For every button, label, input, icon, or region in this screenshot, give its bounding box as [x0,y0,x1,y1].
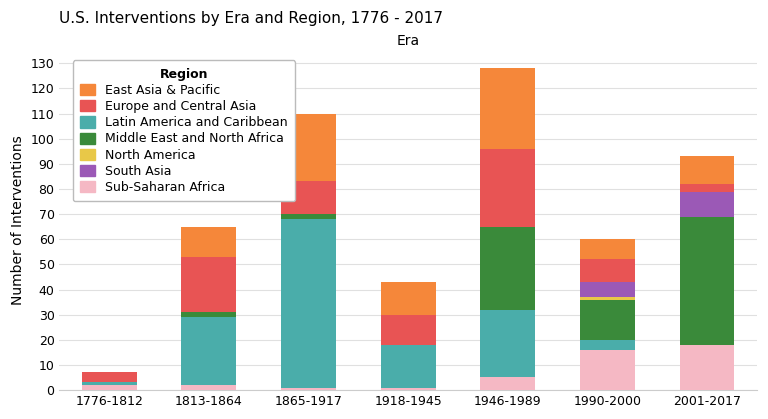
Bar [181,257,237,312]
Bar [580,282,635,297]
Bar [181,317,237,385]
Bar [580,340,635,350]
Y-axis label: Number of Interventions: Number of Interventions [11,135,25,305]
Bar [680,191,734,217]
Bar [181,227,237,257]
X-axis label: Era: Era [396,34,419,48]
Bar [181,312,237,317]
Bar [82,385,137,390]
Bar [481,227,535,310]
Bar [82,383,137,385]
Bar [381,282,435,315]
Bar [281,181,336,214]
Bar [281,388,336,390]
Bar [181,385,237,390]
Text: U.S. Interventions by Era and Region, 1776 - 2017: U.S. Interventions by Era and Region, 17… [59,11,443,26]
Bar [580,300,635,340]
Bar [580,350,635,390]
Bar [381,315,435,345]
Bar [481,378,535,390]
Bar [680,184,734,191]
Bar [381,388,435,390]
Bar [481,149,535,227]
Bar [381,345,435,388]
Bar [281,214,336,219]
Bar [481,68,535,149]
Bar [82,372,137,383]
Bar [680,217,734,345]
Bar [580,297,635,300]
Bar [580,239,635,259]
Bar [680,156,734,184]
Bar [281,219,336,388]
Bar [481,310,535,378]
Bar [680,345,734,390]
Bar [580,259,635,282]
Bar [281,114,336,181]
Legend: East Asia & Pacific, Europe and Central Asia, Latin America and Caribbean, Middl: East Asia & Pacific, Europe and Central … [73,60,295,201]
